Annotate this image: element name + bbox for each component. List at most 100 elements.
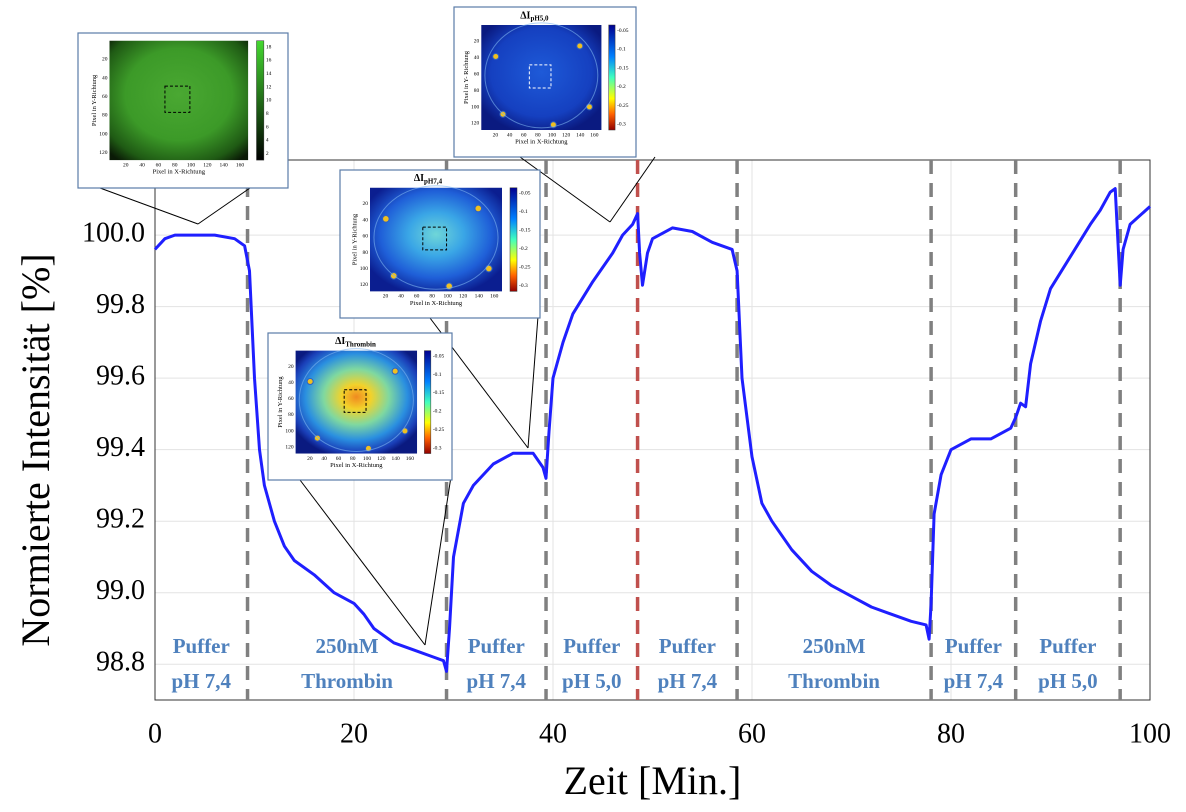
- inset-x-tick: 60: [336, 456, 342, 462]
- inset-x-tick: 140: [576, 132, 585, 138]
- region-box: [164, 85, 191, 113]
- inset-x-tick: 60: [414, 294, 420, 300]
- inset-x-tick: 100: [548, 132, 557, 138]
- phase-label: Thrombin: [301, 669, 393, 693]
- colorbar-tick: -0.1: [617, 47, 626, 53]
- colorbar-tick: -0.05: [433, 353, 445, 359]
- inset-x-tick: 80: [535, 132, 541, 138]
- inset-y-tick: 20: [288, 364, 294, 370]
- phase-label: Thrombin: [788, 669, 880, 693]
- inset-y-tick: 80: [288, 412, 294, 418]
- inset-x-tick: 40: [398, 294, 404, 300]
- inset-y-tick: 20: [102, 57, 108, 63]
- heatmap-spot: [401, 427, 409, 435]
- inset-y-tick: 80: [363, 250, 369, 256]
- inset-y-tick: 100: [471, 104, 480, 110]
- colorbar-tick: -0.05: [519, 191, 531, 197]
- colorbar-tick: -0.1: [519, 209, 528, 215]
- inset-title: ΔI: [520, 10, 530, 21]
- inset-y-tick: 20: [363, 201, 369, 207]
- inset-y-tick: 60: [102, 94, 108, 100]
- phase-label: Puffer: [563, 634, 620, 658]
- inset-x-tick: 60: [156, 162, 162, 168]
- inset-x-tick: 20: [383, 294, 389, 300]
- inset-x-tick: 120: [459, 294, 468, 300]
- inset-y-tick: 60: [288, 396, 294, 402]
- x-tick-label: 20: [340, 718, 368, 749]
- heatmap-spot: [391, 367, 399, 375]
- inset-y-tick: 100: [360, 266, 369, 272]
- inset-connector: [424, 469, 453, 646]
- x-tick-label: 60: [738, 718, 766, 749]
- inset-x-tick: 160: [236, 162, 245, 168]
- inset-connector: [609, 156, 656, 223]
- inset-x-tick: 140: [475, 294, 484, 300]
- phase-label: 250nM: [803, 634, 866, 658]
- data-line: [153, 187, 1152, 673]
- colorbar-tick: -0.15: [617, 65, 629, 71]
- region-box: [343, 389, 367, 413]
- inset-connector: [299, 479, 426, 646]
- inset-x-tick: 120: [562, 132, 571, 138]
- inset: ΔI pH7,4 20 40 60 80 100 120 140 160 20 40 60 80 100 12…: [339, 169, 541, 319]
- inset-y-label: Pixel in Y-Richtung: [277, 376, 284, 428]
- phase-label: pH 5,0: [1038, 669, 1098, 693]
- colorbar-tick: -0.25: [519, 265, 531, 271]
- inset-y-tick: 120: [99, 150, 108, 156]
- colorbar-tick: -0.2: [617, 84, 626, 90]
- colorbar-tick: 12: [266, 84, 272, 90]
- phase-label: Puffer: [659, 634, 716, 658]
- inset-x-tick: 140: [220, 162, 229, 168]
- inset-x-tick: 20: [123, 162, 129, 168]
- colorbar-tick: -0.3: [617, 122, 626, 128]
- phase-label: pH 7,4: [658, 669, 718, 693]
- y-tick-label: 99.0: [96, 575, 145, 606]
- inset-title-sub: pH5,0: [530, 15, 549, 23]
- inset-y-tick: 40: [363, 217, 369, 223]
- phase-label: pH 7,4: [944, 669, 1004, 693]
- colorbar-tick: 8: [266, 111, 269, 117]
- heatmap-spot: [306, 377, 314, 386]
- inset-x-tick: 140: [391, 456, 400, 462]
- inset: 20 40 60 80 100 120 140 16020406080100120Pixel …: [77, 32, 289, 189]
- heatmap-ring: [484, 22, 599, 129]
- inset-x-tick: 80: [350, 456, 356, 462]
- colorbar-tick: -0.3: [433, 445, 442, 451]
- inset-y-tick: 60: [474, 71, 480, 77]
- y-axis-label: Normierte Intensität [%]: [13, 253, 58, 646]
- y-tick-label: 99.6: [96, 361, 145, 392]
- inset-x-label: Pixel in X-Richtung: [515, 138, 568, 145]
- inset-x-tick: 100: [363, 456, 372, 462]
- colorbar-tick: -0.1: [433, 372, 442, 378]
- colorbar-tick: 2: [266, 151, 269, 157]
- inset-x-tick: 20: [307, 456, 313, 462]
- colorbar: [509, 187, 518, 292]
- phase-label: pH 7,4: [172, 669, 232, 693]
- inset-y-tick: 60: [363, 234, 369, 240]
- heatmap: [109, 40, 249, 161]
- inset-x-label: Pixel in X-Richtung: [153, 169, 206, 176]
- colorbar: [256, 40, 265, 161]
- colorbar-tick: -0.25: [617, 103, 629, 109]
- x-tick-label: 40: [539, 718, 567, 749]
- inset-y-tick: 120: [471, 121, 480, 127]
- y-tick-label: 99.2: [96, 504, 145, 535]
- heatmap-spot: [585, 103, 593, 111]
- inset-x-tick: 160: [490, 294, 499, 300]
- inset-x-tick: 40: [139, 162, 145, 168]
- inset-y-tick: 40: [102, 75, 108, 81]
- inset-y-tick: 100: [99, 131, 108, 137]
- colorbar-tick: -0.15: [519, 228, 531, 234]
- inset-y-tick: 40: [474, 55, 480, 61]
- inset-title-sub: Thrombin: [345, 340, 376, 348]
- x-tick-label: 80: [937, 718, 965, 749]
- phase-label: Puffer: [1039, 634, 1096, 658]
- y-tick-label: 98.8: [96, 647, 145, 678]
- colorbar-tick: 10: [266, 98, 272, 104]
- inset-y-label: Pixel in Y-Richtung: [351, 213, 358, 265]
- inset-y-tick: 120: [360, 282, 369, 288]
- inset-y-tick: 20: [474, 39, 480, 45]
- colorbar-tick: 16: [266, 58, 272, 64]
- heatmap-spot: [576, 42, 584, 50]
- inset-y-tick: 100: [285, 428, 294, 434]
